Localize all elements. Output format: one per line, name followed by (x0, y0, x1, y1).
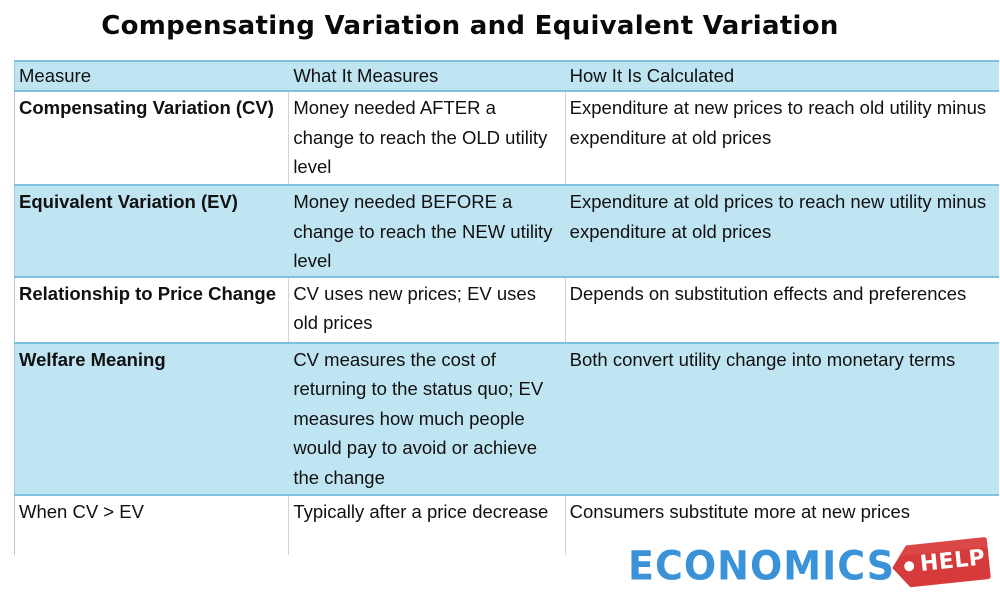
cell-what: Money needed AFTER a change to reach the… (288, 91, 566, 185)
comparison-table: Measure What It Measures How It Is Calcu… (13, 60, 999, 555)
cell-how: Expenditure at old prices to reach new u… (564, 185, 999, 277)
cell-measure: Relationship to Price Change (13, 276, 289, 343)
cell-measure: Equivalent Variation (EV) (13, 185, 289, 277)
table-header-row: Measure What It Measures How It Is Calcu… (13, 61, 999, 91)
logo-word: ECONOMICS (628, 542, 896, 590)
cell-what: CV measures the cost of returning to the… (288, 342, 566, 495)
cell-measure: Welfare Meaning (13, 342, 289, 495)
cell-what: Money needed BEFORE a change to reach th… (288, 185, 566, 277)
cell-measure: When CV > EV (13, 494, 289, 555)
header-what-it-measures: What It Measures (288, 61, 566, 91)
table-row-cv: Compensating Variation (CV) Money needed… (13, 91, 999, 185)
table-row-price-change: Relationship to Price Change CV uses new… (13, 276, 999, 343)
cell-what: CV uses new prices; EV uses old prices (288, 276, 566, 343)
cell-what: Typically after a price decrease (288, 494, 566, 555)
header-measure: Measure (13, 61, 289, 91)
table-row-welfare: Welfare Meaning CV measures the cost of … (13, 342, 999, 495)
cell-how: Depends on substitution effects and pref… (564, 276, 999, 343)
page-title: Compensating Variation and Equivalent Va… (101, 11, 839, 41)
price-tag-icon: HELP (888, 535, 992, 591)
cell-how: Expenditure at new prices to reach old u… (564, 91, 999, 185)
economics-help-logo: ECONOMICS HELP (628, 535, 993, 594)
table-row-ev: Equivalent Variation (EV) Money needed B… (13, 185, 999, 277)
cell-measure: Compensating Variation (CV) (13, 91, 289, 185)
cell-how: Both convert utility change into monetar… (564, 342, 999, 495)
header-how-calculated: How It Is Calculated (564, 61, 999, 91)
